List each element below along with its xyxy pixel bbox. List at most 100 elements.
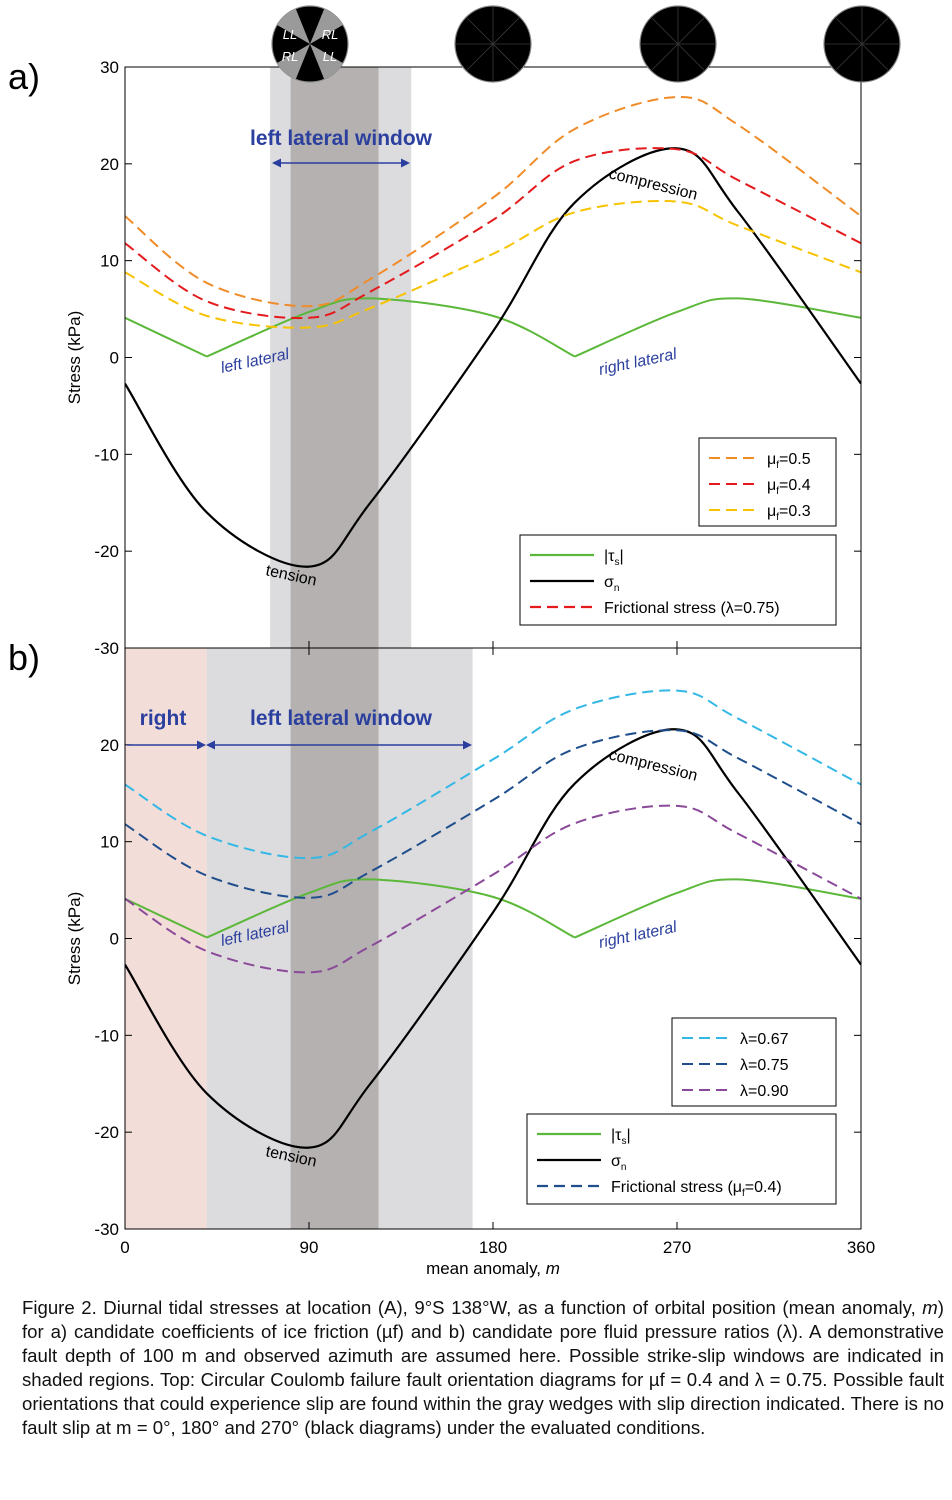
legend-box-top-b (671, 1017, 837, 1107)
legend-label-b-0: λ=0.67 (740, 1031, 789, 1048)
legend-main-post-a-0: | (619, 548, 623, 565)
legend-main-text-a-2: Frictional stress (λ=0.75) (604, 600, 780, 617)
fault-label-ul: LL (283, 27, 297, 42)
legend-main-label-b-0: |τs| (611, 1127, 631, 1147)
legend-main-label-a-1: σn (604, 574, 619, 594)
series-line-b-1 (125, 728, 861, 1149)
shaded-window-b-2 (290, 648, 379, 1229)
annotation-window-b: left lateral window (250, 707, 433, 730)
x-tick-label-b-2: 180 (479, 1238, 507, 1257)
y-tick-label-a-1: 20 (100, 155, 119, 174)
y-tick-label-a-4: -10 (94, 445, 119, 464)
fault-diagram-line-3-3 (834, 16, 890, 72)
y-tick-label-b-1: 10 (100, 833, 119, 852)
legend-main-text-b-2: Frictional stress (μ (611, 1179, 742, 1196)
series-line-b-3 (125, 729, 861, 899)
legend-main-sub-b-0: s (621, 1136, 626, 1147)
legend-label-main-a-0: μ (767, 451, 776, 468)
legend-label-main-b-2: λ=0.90 (740, 1083, 789, 1100)
series-line-a-4 (125, 199, 861, 329)
series-group-b (125, 689, 861, 1149)
x-tick-label-b-4: 360 (847, 1238, 875, 1257)
shaded-window-b-0 (125, 648, 207, 1229)
series-group-a (125, 96, 861, 568)
figure: 30 20 10 0 -10 -20 -30 Stress (kPa) a) left later… (8, 5, 901, 1278)
legend-main-label-b-1: σn (611, 1153, 626, 1173)
window-arrow-right-head-b (463, 740, 472, 750)
y-axis-label-b: Stress (kPa) (65, 892, 84, 986)
fault-wedge-3 (310, 44, 343, 80)
x-axis-label-italic: m (546, 1259, 560, 1278)
y-tick-label-b-0: 20 (100, 736, 119, 755)
legend-label-main-b-1: λ=0.75 (740, 1057, 789, 1074)
right-arrow-head-b (197, 740, 206, 750)
fault-diagram-1 (454, 5, 532, 83)
series-line-a-3 (125, 147, 861, 320)
window-arrow-right-head-a (401, 158, 410, 168)
fault-label-ll: RL (282, 49, 299, 64)
y-tick-label-b-4: -20 (94, 1123, 119, 1142)
y-tick-label-b-2: 0 (110, 930, 119, 949)
fault-wedge-2 (310, 8, 343, 44)
legend-main-sub-a-1: n (614, 583, 620, 594)
y-tick-label-b-3: -10 (94, 1026, 119, 1045)
legend-box-main-a (519, 534, 837, 626)
y-tick-label-a-5: -20 (94, 542, 119, 561)
fault-orientation-diagrams: LL RL RL LL (271, 5, 901, 83)
x-tick-label-b-3: 270 (663, 1238, 691, 1257)
legend-main-text-b-1: σ (611, 1153, 621, 1170)
legend-main-label-b-2: Frictional stress (μf=0.4) (611, 1179, 782, 1199)
fault-label-ur: RL (322, 27, 339, 42)
fault-wedge-1 (277, 8, 310, 44)
legend-label-sub-a-1: f (776, 486, 779, 497)
series-line-b-2 (125, 689, 861, 860)
legend-main-text-a-1: σ (604, 574, 614, 591)
y-tick-label-b-5: -30 (94, 1220, 119, 1239)
caption-text-2: ) for a) candidate coefficients of ice f… (22, 1297, 944, 1438)
legend-label-sub-a-2: f (776, 512, 779, 523)
x-tick-label-b-1: 90 (300, 1238, 319, 1257)
panel-label-a: a) (8, 56, 40, 97)
x-axis-label: mean anomaly, m (426, 1259, 560, 1278)
y-tick-label-a-0: 30 (100, 58, 119, 77)
series-line-b-4 (125, 804, 861, 974)
legend-main-label-a-2: Frictional stress (λ=0.75) (604, 600, 780, 617)
shaded-window-a-1 (290, 67, 379, 648)
legend-main-post-b-2: =0.4) (745, 1179, 782, 1196)
legend-label-b-1: λ=0.75 (740, 1057, 789, 1074)
legend-label-post-a-0: =0.5 (779, 451, 811, 468)
caption-italic-m: m (922, 1297, 938, 1318)
legend-label-b-2: λ=0.90 (740, 1083, 789, 1100)
fault-diagram-line-1-3 (465, 16, 521, 72)
legend-label-post-a-1: =0.4 (779, 477, 811, 494)
figure-caption: Figure 2. Diurnal tidal stresses at loca… (22, 1296, 944, 1440)
legend-label-main-a-1: μ (767, 477, 776, 494)
fault-wedge-4 (277, 44, 310, 80)
legend-label-sub-a-0: f (776, 460, 779, 471)
panel-a-chart: 30 20 10 0 -10 -20 -30 Stress (kPa) a) left later… (8, 56, 862, 658)
series-line-a-1 (125, 147, 861, 568)
legend-main-sub-a-0: s (614, 557, 619, 568)
y-axis-label-a: Stress (kPa) (65, 311, 84, 405)
legend-main-sub-b-1: n (621, 1162, 627, 1173)
legend-label-a-0: μf=0.5 (767, 451, 811, 471)
window-arrow-left-head-b (206, 740, 215, 750)
legend-main-label-a-0: |τs| (604, 548, 624, 568)
window-arrow-left-head-a (272, 158, 281, 168)
fault-label-lr: LL (323, 49, 337, 64)
legend-main-text-a-0: |τ (604, 548, 615, 565)
fault-diagram-3 (823, 5, 901, 83)
legend-label-main-b-0: λ=0.67 (740, 1031, 789, 1048)
legend-box-top-a (698, 437, 837, 527)
legend-label-main-a-2: μ (767, 503, 776, 520)
legend-main-post-b-0: | (626, 1127, 630, 1144)
legend-label-a-1: μf=0.4 (767, 477, 811, 497)
legend-main-text-b-0: |τ (611, 1127, 622, 1144)
caption-text-1: Figure 2. Diurnal tidal stresses at loca… (22, 1297, 923, 1318)
fault-diagram-line-2-3 (650, 16, 706, 72)
annotation-right-b: right (140, 707, 187, 730)
y-tick-label-a-3: 0 (110, 349, 119, 368)
panel-label-b: b) (8, 637, 40, 678)
fault-diagram-0: LL RL RL LL (271, 5, 349, 83)
